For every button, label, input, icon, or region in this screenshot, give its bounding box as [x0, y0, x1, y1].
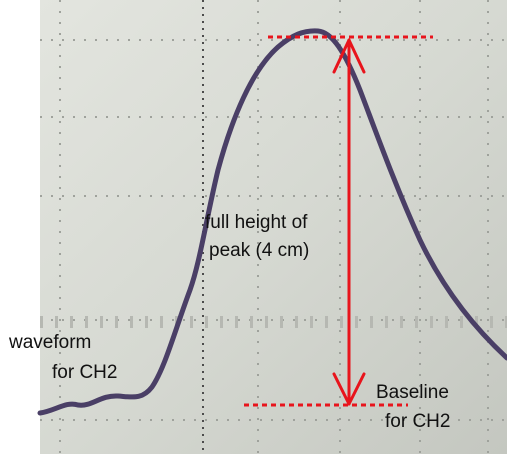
peak-height-arrow-head-top — [332, 38, 366, 74]
ch2-waveform-trace — [37, 28, 507, 416]
waveform-label-line2: for CH2 — [52, 362, 117, 383]
peak-height-label-line2: peak (4 cm) — [209, 240, 309, 261]
oscilloscope-screen — [40, 0, 507, 454]
waveform-label-line1: waveform — [8, 332, 91, 353]
baseline-label-line2: for CH2 — [385, 411, 450, 432]
peak-height-arrow — [332, 38, 366, 406]
peak-height-arrow-head-bottom — [332, 372, 366, 406]
baseline-label-line1: Baseline — [376, 382, 449, 403]
peak-height-label-line1: full height of — [205, 212, 308, 233]
